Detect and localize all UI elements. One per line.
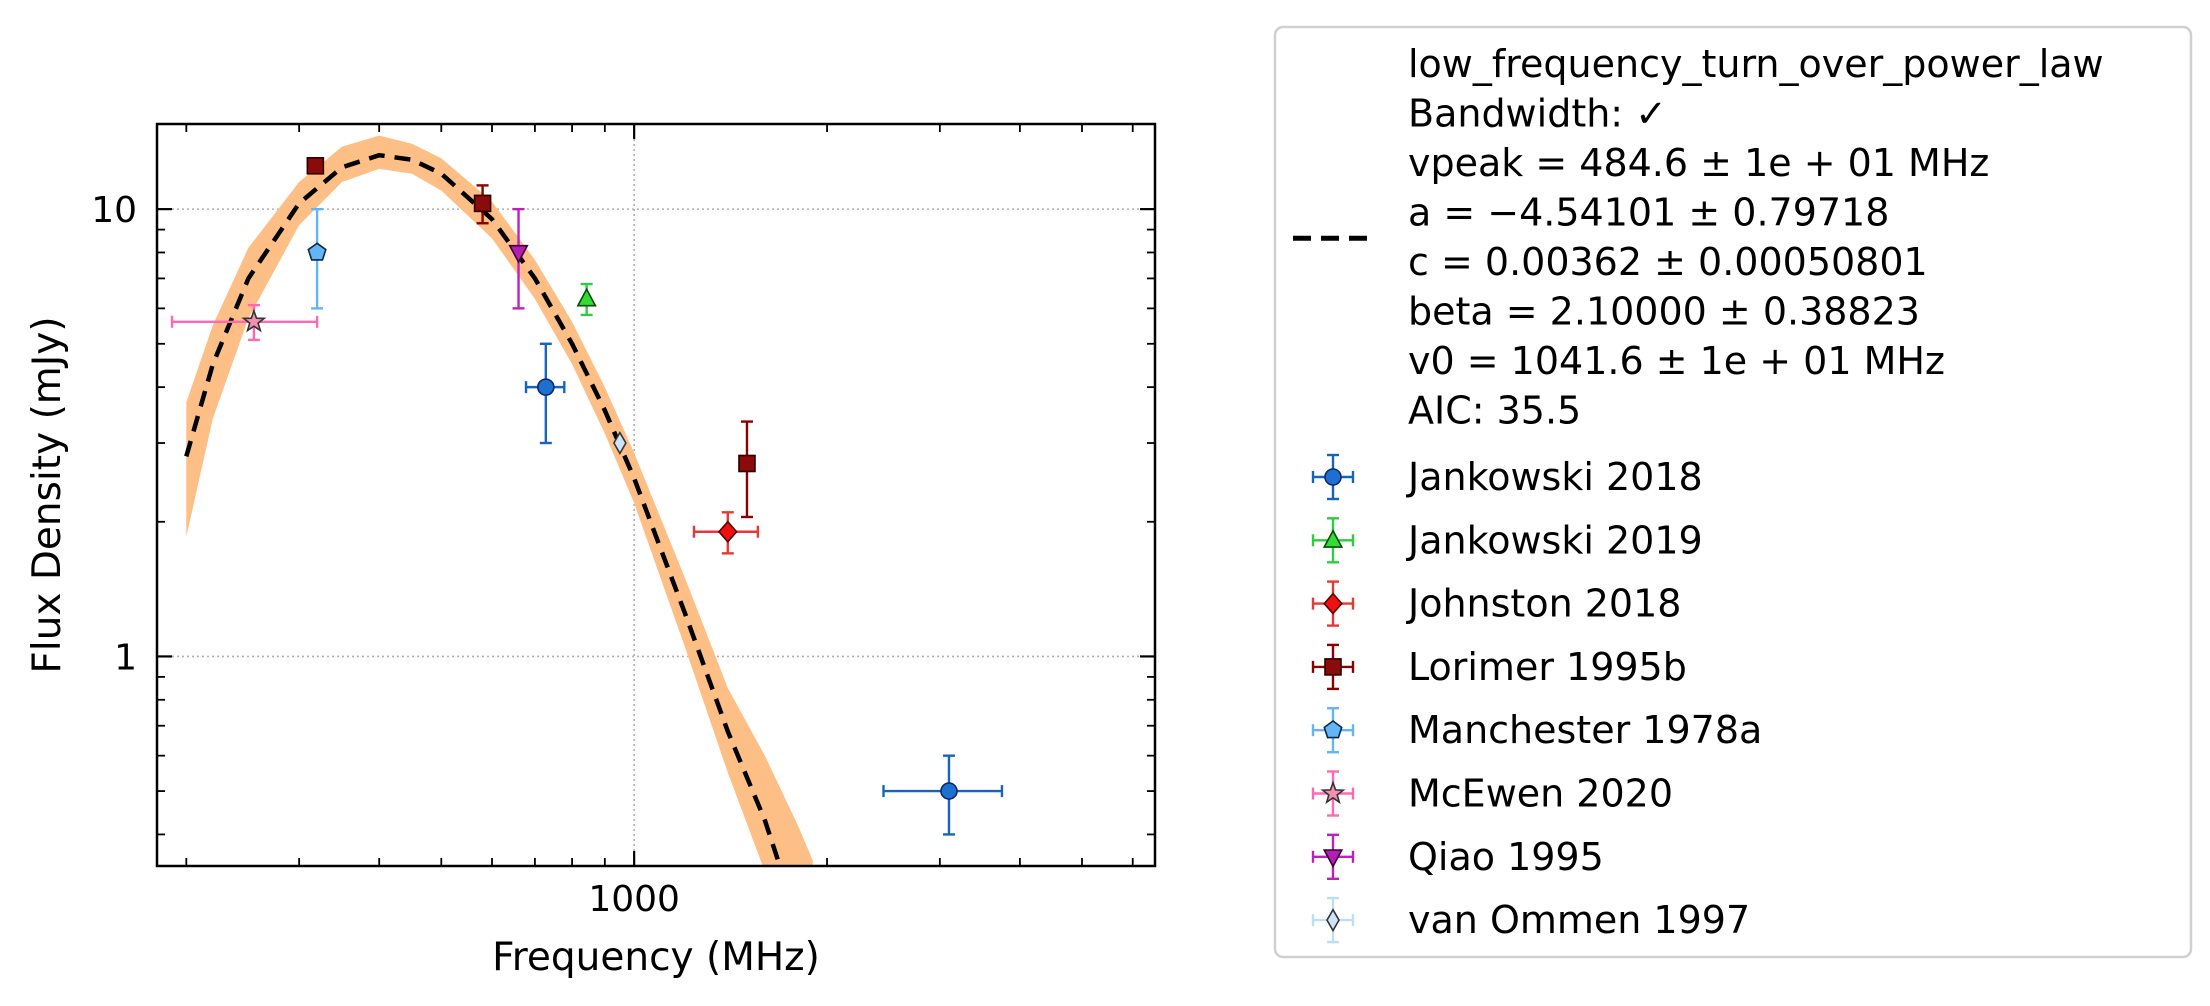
fit-uncertainty-band	[186, 135, 813, 866]
legend-fit-text: v0 = 1041.6 ± 1e + 01 MHz	[1408, 339, 1945, 383]
legend-series-label: Lorimer 1995b	[1408, 645, 1687, 689]
series-group	[576, 282, 597, 317]
data-point-marker	[940, 782, 958, 800]
legend-series-entry: Lorimer 1995b	[1311, 643, 1687, 691]
legend-series-entry: van Ommen 1997	[1311, 896, 1750, 944]
series-group	[612, 431, 627, 456]
fit-curve-line	[184, 152, 783, 866]
legend-series-label: Johnston 2018	[1406, 582, 1681, 626]
legend-series-entry: Johnston 2018	[1311, 580, 1681, 627]
legend-series-entry: Jankowski 2019	[1311, 517, 1703, 564]
legend-fit-text: c = 0.00362 ± 0.00050801	[1408, 240, 1928, 284]
x-tick-label: 1000	[588, 879, 680, 920]
legend-series-label: McEwen 2020	[1408, 772, 1673, 816]
legend-series-label: van Ommen 1997	[1408, 898, 1750, 942]
legend-marker	[1320, 780, 1346, 805]
data-point-marker	[307, 242, 327, 261]
legend-series-entry: McEwen 2020	[1311, 770, 1673, 817]
data-point-marker	[576, 287, 597, 307]
legend-series-entry: Qiao 1995	[1311, 833, 1604, 880]
data-point-marker	[717, 520, 738, 543]
series-group	[307, 207, 327, 310]
data-point-marker	[508, 244, 529, 264]
data-point-marker	[473, 194, 492, 213]
y-tick-label: 1	[114, 637, 137, 678]
legend-marker	[1322, 849, 1344, 869]
legend-marker	[1324, 658, 1342, 676]
y-axis-label: Flux Density (mJy)	[25, 316, 70, 673]
legend: low_frequency_turn_over_power_law Bandwid…	[1273, 25, 2193, 959]
series-group	[508, 207, 529, 310]
y-tick-label: 10	[91, 190, 137, 231]
legend-fit-text: low_frequency_turn_over_power_law	[1408, 42, 2104, 86]
legend-marker	[1323, 592, 1343, 615]
legend-series-label: Qiao 1995	[1408, 835, 1604, 879]
legend-fit-entry: low_frequency_turn_over_power_law Bandwid…	[1293, 42, 2104, 433]
series-group	[170, 303, 319, 342]
x-axis-label: Frequency (MHz)	[492, 935, 820, 980]
legend-series-entries: Jankowski 2018 Jankowski 2019 Johnston 201…	[1311, 453, 1762, 944]
fit-band-area	[186, 135, 813, 866]
legend-marker	[1324, 468, 1342, 486]
fit-curve-layer	[184, 152, 783, 866]
legend-fit-text: AIC: 35.5	[1408, 389, 1581, 433]
axis-ticks	[157, 124, 1155, 866]
legend-fit-text: Bandwidth: ✓	[1408, 92, 1667, 136]
data-points	[170, 156, 1004, 836]
legend-marker	[1323, 720, 1343, 739]
legend-marker	[1322, 529, 1344, 548]
axes-frame	[155, 122, 1157, 868]
legend-series-label: Jankowski 2019	[1406, 518, 1703, 562]
legend-fit-text: vpeak = 484.6 ± 1e + 01 MHz	[1408, 141, 1989, 185]
plot-area: 1000 1 10	[91, 122, 1157, 920]
legend-fit-text: beta = 2.10000 ± 0.38823	[1408, 290, 1920, 334]
series-group	[306, 156, 756, 519]
series-group	[692, 511, 760, 555]
legend-series-entry: Manchester 1978a	[1311, 707, 1762, 754]
tick-labels: 1000 1 10	[91, 190, 680, 920]
legend-series-label: Jankowski 2018	[1406, 455, 1703, 499]
legend-series-entry: Jankowski 2018	[1311, 453, 1703, 501]
data-point-marker	[612, 431, 627, 456]
legend-box	[1273, 25, 2193, 959]
data-point-marker	[738, 454, 756, 473]
data-point-marker	[537, 378, 555, 396]
legend-marker	[1326, 908, 1340, 933]
legend-series-label: Manchester 1978a	[1408, 708, 1762, 752]
series-group	[524, 342, 1004, 836]
data-point-marker	[306, 156, 325, 175]
data-point-marker	[241, 308, 267, 333]
legend-fit-text: a = −4.54101 ± 0.79718	[1408, 191, 1889, 235]
